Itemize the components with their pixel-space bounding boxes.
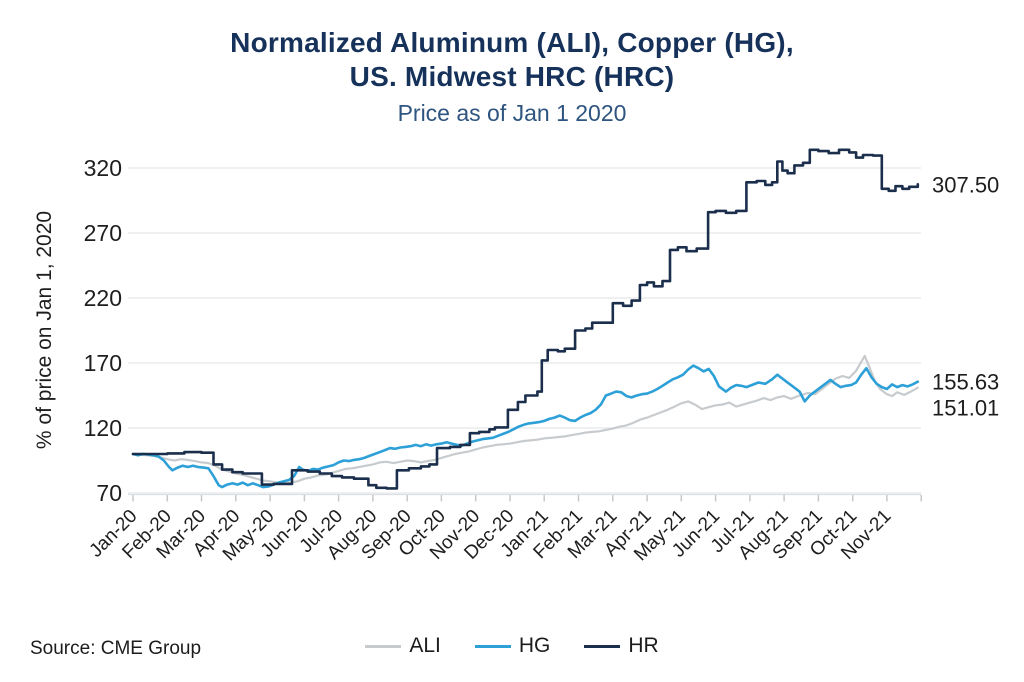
chart-title: Normalized Aluminum (ALI), Copper (HG), U…	[0, 26, 1024, 93]
y-tick-label: 270	[84, 220, 122, 246]
y-axis-title: % of price on Jan 1, 2020	[33, 211, 56, 449]
legend-label-hg: HG	[518, 634, 551, 657]
legend-label-hr: HR	[628, 634, 659, 657]
series-line-hg	[131, 364, 920, 489]
y-tick-label: 220	[84, 285, 122, 311]
y-tick-label: 170	[84, 350, 122, 376]
hr-line-swatch	[584, 644, 621, 648]
title-block: Normalized Aluminum (ALI), Copper (HG), U…	[0, 26, 1024, 127]
end-label-hr: 307.50	[932, 172, 999, 197]
series-line-hr	[131, 148, 920, 490]
chart-subtitle: Price as of Jan 1 2020	[397, 100, 627, 127]
ali-line-swatch	[365, 644, 402, 648]
legend-item-hr: HR	[584, 634, 659, 658]
hg-line-swatch	[474, 644, 511, 648]
chart-title-line2: US. Midwest HRC (HRC)	[349, 60, 675, 92]
chart-title-line1: Normalized Aluminum (ALI), Copper (HG),	[230, 27, 794, 58]
y-tick-label: 320	[84, 155, 122, 181]
end-label-hg: 155.63	[932, 370, 999, 395]
series-line-ali	[131, 354, 919, 485]
y-tick-label: 70	[96, 480, 122, 506]
y-tick-label: 120	[84, 415, 122, 441]
source-note: Source: CME Group	[30, 638, 202, 659]
legend-item-ali: ALI	[365, 634, 441, 658]
chart-legend: ALI HG HR	[0, 634, 1024, 658]
legend-item-hg: HG	[474, 634, 551, 658]
legend-label-ali: ALI	[409, 634, 441, 657]
end-label-ali: 151.01	[932, 396, 999, 421]
chart-footer: Source: CME Group ALI HG HR	[0, 634, 1024, 668]
